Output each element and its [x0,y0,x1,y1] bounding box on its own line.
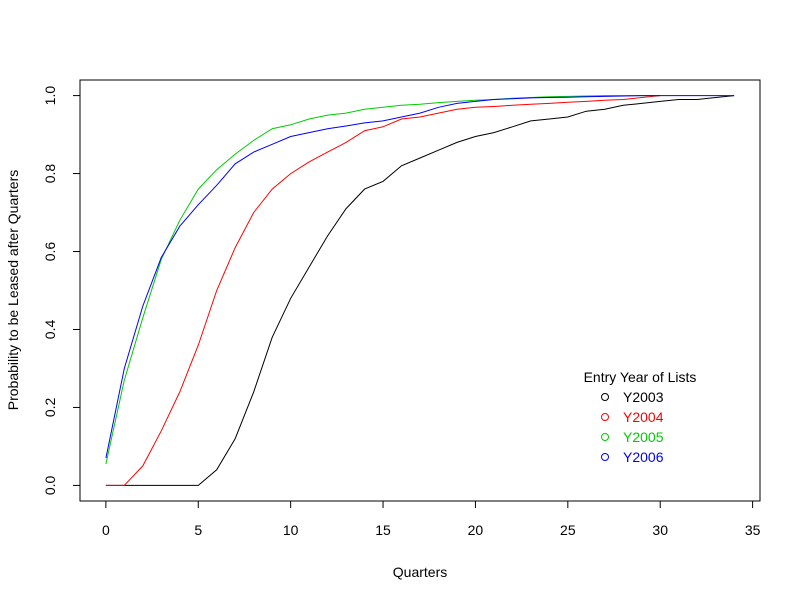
x-tick-label: 35 [745,522,761,538]
series-line-y2004 [105,95,661,486]
x-tick-label: 30 [652,522,668,538]
legend: Entry Year of Lists Y2003 Y2004 Y2005 Y2006 [584,369,697,465]
series-line-y2006 [105,95,735,459]
y-tick-label: 0.8 [42,164,58,184]
x-tick-label: 0 [102,522,110,538]
x-axis-title: Quarters [393,564,447,580]
x-tick-label: 15 [375,522,391,538]
x-tick-label: 20 [468,522,484,538]
legend-label: Y2003 [623,389,664,405]
legend-label: Y2004 [623,409,664,425]
series-line-y2003 [105,95,735,486]
legend-label: Y2005 [623,429,664,445]
y-tick-label: 0.2 [42,398,58,418]
x-tick-label: 10 [283,522,299,538]
y-tick-label: 0.4 [42,320,58,340]
legend-marker [601,453,609,461]
y-tick-label: 0.6 [42,242,58,262]
x-tick-label: 25 [560,522,576,538]
y-tick-label: 1.0 [42,86,58,106]
legend-marker [601,413,609,421]
x-axis: 0 5 10 15 20 25 30 35 [102,500,761,538]
legend-marker [601,433,609,441]
series-line-y2005 [105,95,661,465]
x-tick-label: 5 [194,522,202,538]
y-axis-title: Probability to be Leased after Quarters [5,170,21,410]
y-axis: 0.0 0.2 0.4 0.6 0.8 1.0 [42,86,81,495]
y-tick-label: 0.0 [42,475,58,495]
series-lines [105,95,735,486]
legend-marker [601,393,609,401]
legend-label: Y2006 [623,449,664,465]
legend-title: Entry Year of Lists [584,369,697,385]
